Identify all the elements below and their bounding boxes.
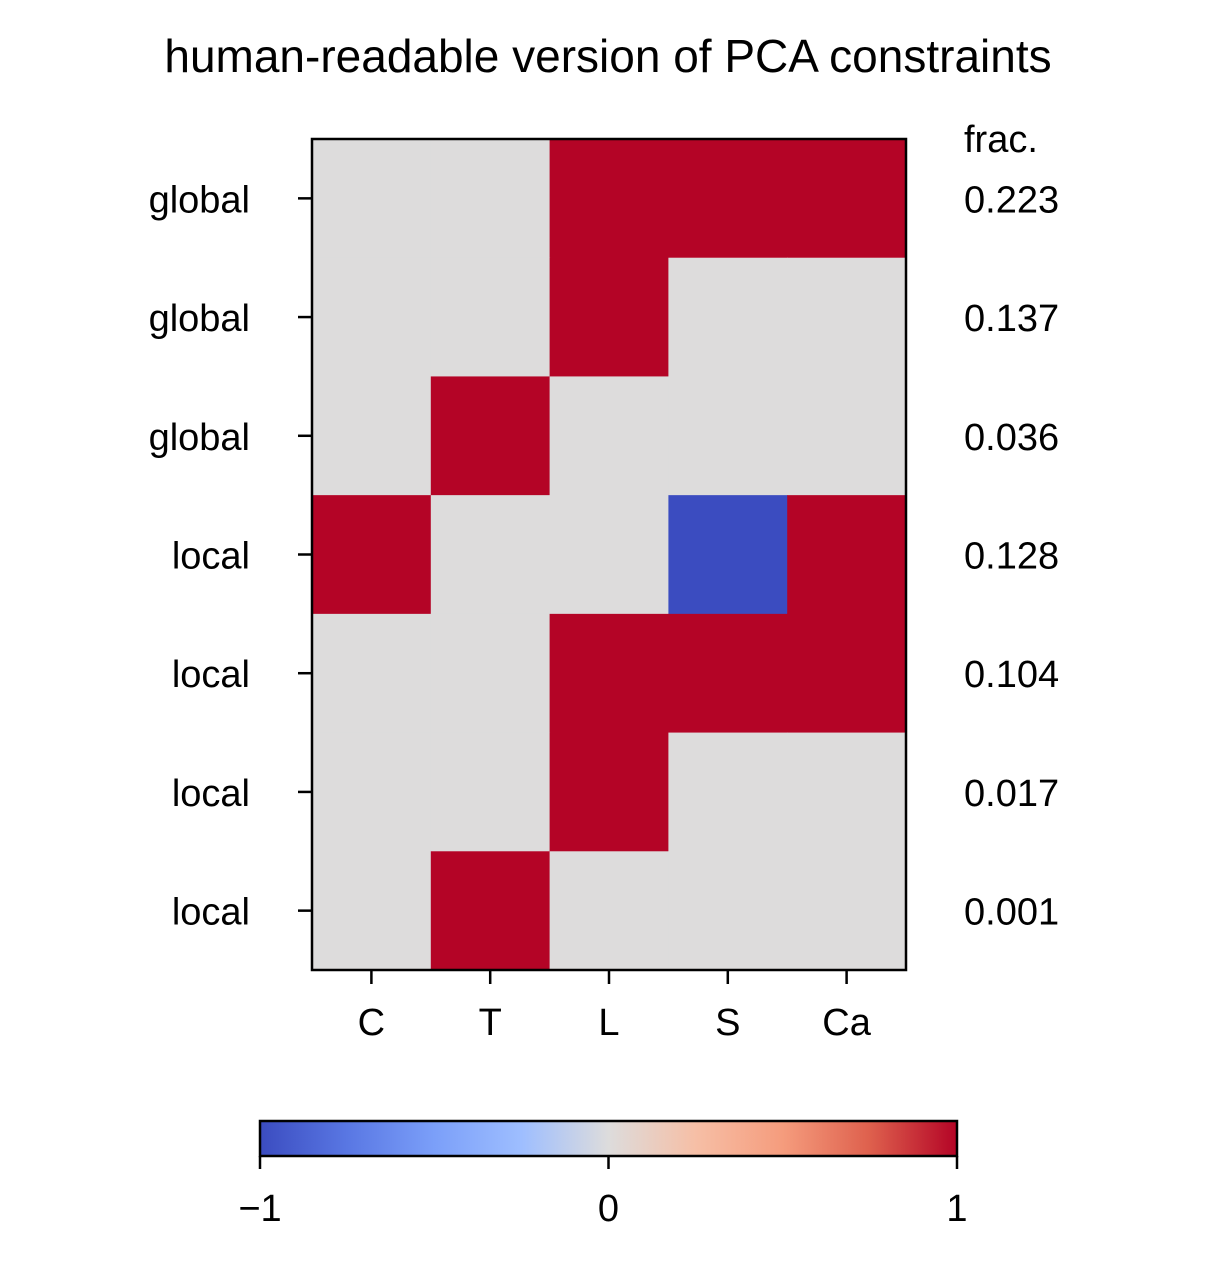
- frac-header: frac.: [964, 119, 1038, 161]
- frac-value: 0.104: [964, 654, 1059, 696]
- chart-title: human-readable version of PCA constraint…: [164, 30, 1051, 82]
- heatmap-cell-r5-s: [668, 613, 788, 734]
- frac-value: 0.001: [964, 892, 1059, 934]
- heatmap-cell-r4-l: [549, 495, 669, 615]
- colorbar: −1 0 1: [238, 1119, 968, 1230]
- frac-value: 0.017: [964, 773, 1059, 815]
- heatmap-cell-r1-c: [312, 139, 432, 259]
- heatmap-cell-r6-l: [549, 732, 669, 852]
- heatmap-cell-r4-t: [430, 495, 551, 615]
- frac-value: 0.128: [964, 536, 1059, 578]
- row-label: local: [172, 654, 250, 696]
- colorbar-gradient: [258, 1119, 959, 1158]
- heatmap-cell-r3-s: [668, 376, 788, 496]
- heatmap-cell-r2-ca: [787, 257, 907, 378]
- heatmap-cell-r6-c: [312, 732, 432, 852]
- frac-labels: 0.223 0.137 0.036 0.128 0.104 0.017 0.001: [964, 179, 1059, 933]
- heatmap-cell-r4-c: [312, 495, 432, 615]
- heatmap-cell-r7-c: [312, 851, 432, 971]
- heatmap-cell-r2-l: [549, 257, 669, 378]
- heatmap-cell-r5-t: [430, 613, 551, 734]
- heatmap-cell-r3-ca: [787, 376, 907, 496]
- column-label: S: [715, 1002, 740, 1044]
- colorbar-tick-label: 0: [598, 1188, 619, 1230]
- row-label: global: [149, 417, 250, 459]
- heatmap-cell-r5-c: [312, 613, 432, 734]
- colorbar-tick-label: 1: [946, 1188, 967, 1230]
- column-label: Ca: [822, 1002, 871, 1044]
- heatmap-cell-r7-ca: [787, 851, 907, 971]
- colorbar-ticks: −1 0 1: [238, 1156, 968, 1230]
- heatmap-cell-r1-s: [668, 139, 788, 259]
- heatmap-cell-r2-t: [430, 257, 551, 378]
- heatmap-cell-r1-l: [549, 139, 669, 259]
- column-label: T: [479, 1002, 502, 1044]
- heatmap-cell-r2-c: [312, 257, 432, 378]
- heatmap-cell-r7-l: [549, 851, 669, 971]
- column-ticks: C T L S Ca: [358, 970, 872, 1044]
- column-label: C: [358, 1002, 385, 1044]
- heatmap-cell-r1-t: [430, 139, 551, 259]
- row-ticks: global global global local local local local: [149, 179, 312, 934]
- row-label: local: [172, 892, 250, 934]
- column-label: L: [598, 1002, 619, 1044]
- heatmap-cell-r4-ca: [787, 495, 907, 615]
- heatmap-frame: [310, 137, 908, 972]
- row-label: local: [172, 536, 250, 578]
- heatmap-cell-r6-ca: [787, 732, 907, 852]
- heatmap-cell-r3-c: [312, 376, 432, 496]
- row-label: global: [149, 298, 250, 340]
- heatmap-cell-r3-t: [430, 376, 551, 496]
- heatmap-cell-r7-s: [668, 851, 788, 971]
- row-label: global: [149, 179, 250, 221]
- frac-value: 0.036: [964, 417, 1059, 459]
- row-label: local: [172, 773, 250, 815]
- heatmap-cell-r2-s: [668, 257, 788, 378]
- heatmap-cell-r5-ca: [787, 613, 907, 734]
- heatmap-cell-r6-s: [668, 732, 788, 852]
- heatmap-cell-r5-l: [549, 613, 669, 734]
- frac-value: 0.137: [964, 298, 1059, 340]
- heatmap-cell-r1-ca: [787, 139, 907, 259]
- heatmap-cell-r6-t: [430, 732, 551, 852]
- heatmap-cell-r4-s: [668, 495, 788, 615]
- heatmap-cell-r3-l: [549, 376, 669, 496]
- colorbar-tick-label: −1: [238, 1188, 281, 1230]
- frac-value: 0.223: [964, 179, 1059, 221]
- heatmap-cell-r7-t: [430, 851, 551, 971]
- heatmap-cells: [312, 139, 907, 971]
